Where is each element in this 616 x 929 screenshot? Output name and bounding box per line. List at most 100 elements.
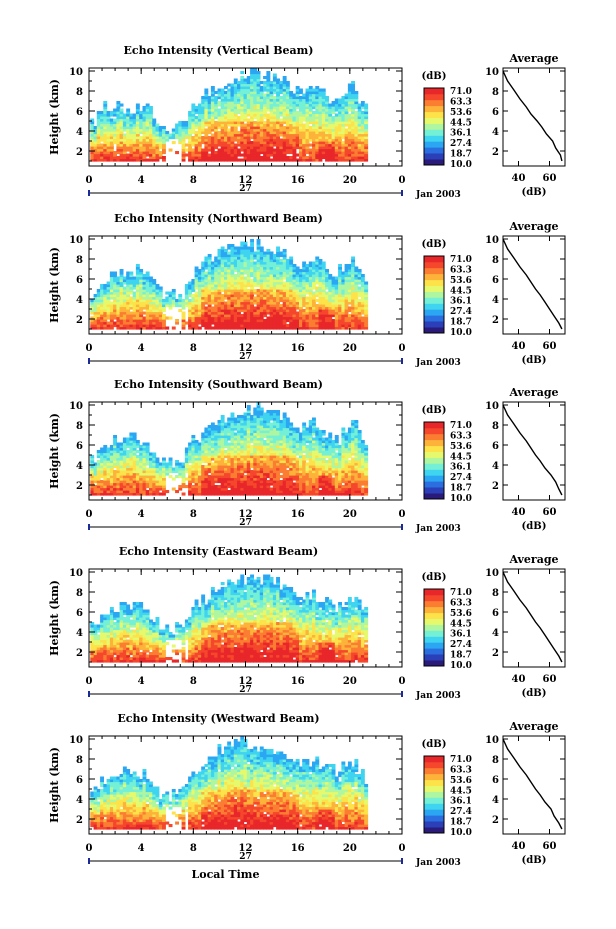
heatmap-cell [315,93,320,97]
heatmap-cell [122,118,127,122]
heatmap-cell [328,138,333,142]
heatmap-cell [315,143,320,147]
heatmap-cell [266,101,271,105]
heatmap-cell [253,123,258,127]
heatmap-cell [344,93,349,97]
heatmap-cell [299,143,303,147]
heatmap-cell [308,108,313,112]
y-axis-label: Height (km) [48,79,61,155]
heatmap-cell [224,91,228,95]
heatmap-cell [96,309,101,313]
heatmap-cell [240,133,245,137]
heatmap-cell [119,103,124,107]
heatmap-cell [155,126,160,130]
heatmap-cell [344,128,349,132]
heatmap-cell [240,71,245,75]
heatmap-cell [197,111,202,115]
heatmap-cell [256,88,261,92]
heatmap-cell [315,103,320,107]
heatmap-cell [351,116,355,120]
heatmap-cell [227,138,232,142]
heatmap-cell [181,121,186,125]
heatmap-cell [103,123,108,127]
heatmap-cell [217,156,222,160]
heatmap-cell [240,158,245,162]
heatmap-cell [106,314,111,318]
heatmap-cell [149,141,153,145]
heatmap-cell [243,106,248,110]
heatmap-cell [272,151,277,155]
heatmap-cell [96,136,101,140]
heatmap-cell [116,276,121,280]
heatmap-cell [240,78,245,82]
heatmap-cell [256,153,261,157]
heatmap-cell [246,128,251,132]
heatmap-cell [266,113,271,117]
heatmap-cells [90,68,369,162]
heatmap-cell [243,138,248,142]
x-tick-label: 16 [291,175,305,186]
heatmap-cell [132,432,137,436]
heatmap-cell [191,143,196,147]
heatmap-cell [103,316,108,320]
heatmap-cell [321,128,326,132]
heatmap-cell [145,113,150,117]
heatmap-cell [246,158,251,162]
heatmap-cell [227,151,232,155]
heatmap-cell [93,143,98,147]
heatmap-cell [295,143,300,147]
heatmap-cell [233,91,238,95]
heatmap-cell [246,141,251,145]
heatmap-cell [109,286,114,290]
heatmap-cell [266,98,271,102]
heatmap-cell [285,121,290,125]
heatmap-cell [122,138,127,142]
heatmap-cell [357,146,362,150]
heatmap-cell [90,299,95,303]
heatmap-cell [119,158,124,162]
heatmap-cell [285,93,290,97]
heatmap-cell [217,126,222,130]
heatmap-cell [259,86,264,90]
heatmap-cell [308,153,313,157]
heatmap-cell [256,106,261,110]
heatmap-cell [292,151,297,155]
heatmap-cell [119,108,124,112]
heatmap-cell [289,113,294,117]
heatmap-cell [132,131,137,135]
heatmap-cell [295,111,300,115]
heatmap-cell [256,111,261,115]
heatmap-cell [214,123,219,127]
heatmap-cell [299,151,303,155]
heatmap-cell [142,128,147,132]
panel-title: Echo Intensity (Southward Beam) [114,378,323,391]
heatmap-cell [250,78,254,82]
heatmap-cell [321,148,326,152]
heatmap-cell [145,138,150,142]
heatmap-cell [272,126,277,130]
heatmap-cell [122,153,127,157]
heatmap-cell [233,93,238,97]
heatmap-cell [269,126,274,130]
heatmap-cell [243,93,248,97]
heatmap-cell [224,141,228,145]
heatmap-cell [259,146,264,150]
heatmap-cell [188,141,192,145]
heatmap-cell [119,141,124,145]
heatmap-cell [318,111,323,115]
heatmap-cell [135,118,140,122]
heatmap-cell [197,148,202,152]
heatmap-cell [240,143,245,147]
heatmap-cell [100,291,104,295]
heatmap-cell [360,106,365,110]
heatmap-cell [285,128,290,132]
heatmap-cell [237,88,241,92]
heatmap-cell [119,131,124,135]
heatmap-cell [299,108,303,112]
heatmap-cell [227,98,232,102]
heatmap-cell [233,123,238,127]
heatmap-cell [354,121,359,125]
heatmap-cell [197,118,202,122]
heatmap-cell [305,101,310,105]
heatmap-cell [318,158,323,162]
